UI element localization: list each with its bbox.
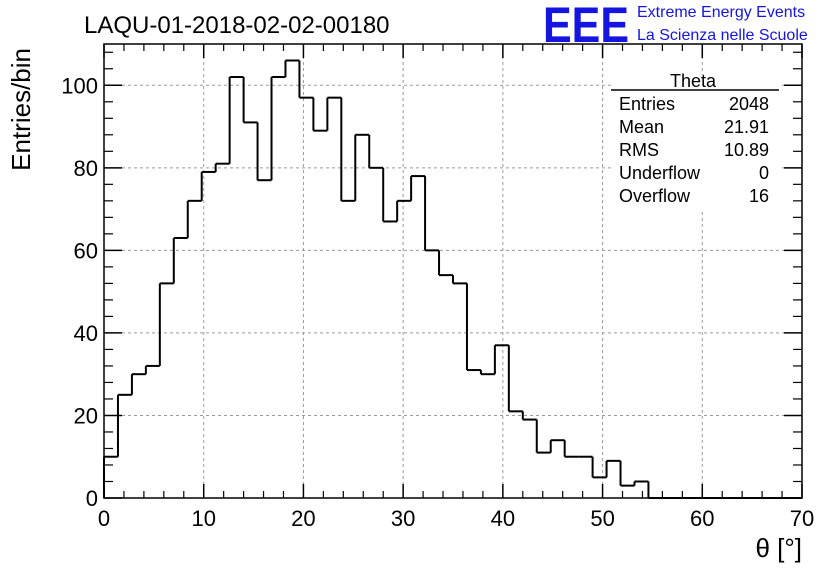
stats-label-mean: Mean	[619, 117, 664, 137]
stats-box: Theta Entries 2048 Mean 21.91 RMS 10.89 …	[611, 71, 779, 210]
stats-box-background	[611, 75, 779, 210]
histogram-series	[103, 59, 802, 499]
x-tick-label: 70	[790, 506, 814, 531]
y-tick-label: 20	[74, 403, 98, 428]
stats-label-entries: Entries	[619, 94, 675, 114]
stats-value-underflow: 0	[759, 163, 769, 183]
logo-line-1: Extreme Energy Events	[637, 4, 805, 21]
logo-mark: EEE	[543, 0, 629, 53]
stats-value-rms: 10.89	[724, 140, 769, 160]
y-tick-label: 100	[61, 73, 98, 98]
y-tick-label: 40	[74, 321, 98, 346]
axis-ticks: 0 10 20 30 40 50 60 70 0 20 40 60 80 100	[61, 44, 814, 531]
y-axis-label: Entries/bin	[6, 48, 36, 171]
x-tick-label: 0	[98, 506, 110, 531]
chart-title: LAQU-01-2018-02-02-00180	[84, 12, 390, 39]
x-tick-label: 50	[590, 506, 614, 531]
stats-value-mean: 21.91	[724, 117, 769, 137]
stats-title: Theta	[670, 71, 717, 91]
logo-line-2: La Scienza nelle Scuole	[637, 27, 808, 44]
stats-value-overflow: 16	[749, 186, 769, 206]
stats-label-rms: RMS	[619, 140, 659, 160]
x-tick-label: 40	[491, 506, 515, 531]
x-tick-label: 20	[291, 506, 315, 531]
y-tick-label: 60	[74, 238, 98, 263]
x-tick-label: 10	[191, 506, 215, 531]
stats-value-entries: 2048	[729, 94, 769, 114]
grid-lines	[104, 44, 802, 498]
stats-label-underflow: Underflow	[619, 163, 701, 183]
x-tick-label: 60	[690, 506, 714, 531]
stats-label-overflow: Overflow	[619, 186, 691, 206]
y-tick-label: 0	[86, 486, 98, 511]
x-tick-label: 30	[391, 506, 415, 531]
y-tick-label: 80	[74, 156, 98, 181]
x-axis-label: θ [°]	[755, 533, 802, 563]
plot-frame	[103, 43, 803, 499]
eee-logo: EEE Extreme Energy Events La Scienza nel…	[543, 0, 808, 53]
